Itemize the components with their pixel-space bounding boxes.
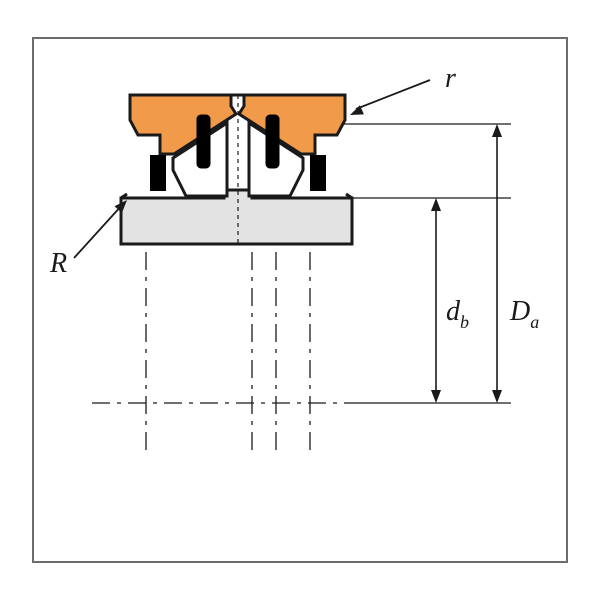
bearing-diagram: r Rdb Da — [0, 0, 600, 600]
retainer — [150, 155, 166, 191]
label-db-sub: b — [460, 312, 469, 332]
retainer — [310, 155, 326, 191]
cage-pin — [266, 115, 279, 168]
inner-race — [121, 190, 352, 244]
label-R: R — [49, 248, 67, 279]
label-Da-main: D — [509, 296, 530, 327]
label-r: r — [445, 63, 456, 94]
label-db-main: d — [446, 296, 461, 327]
label-Da-sub: a — [530, 312, 539, 332]
cage-pin — [197, 115, 210, 168]
